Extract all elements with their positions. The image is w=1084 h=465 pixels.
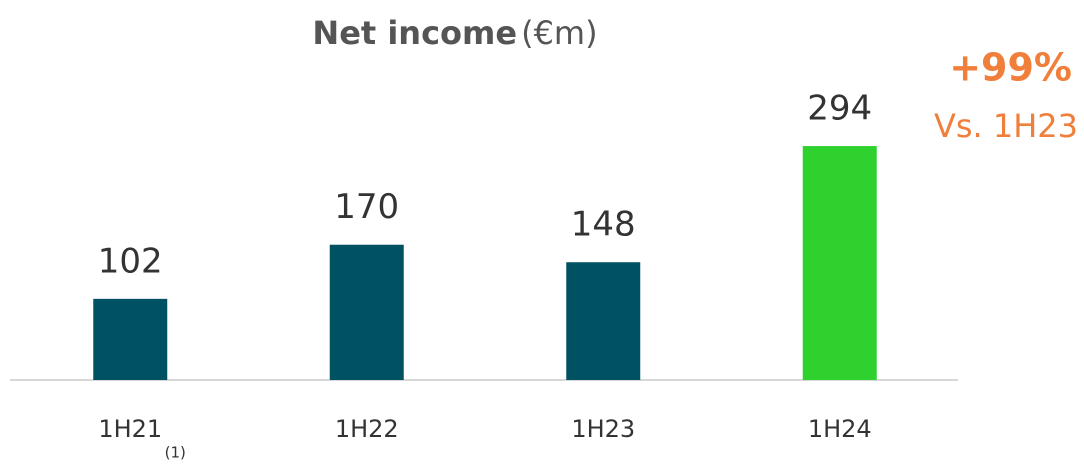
x-tick-label: 1H21 xyxy=(98,415,162,443)
chart-title: Net income (€m) xyxy=(312,14,597,52)
x-tick-label: 1H24 xyxy=(808,415,872,443)
category-note: (1) xyxy=(165,444,186,462)
value-label: 294 xyxy=(807,89,872,129)
title: Net income xyxy=(312,14,517,52)
x-tick-label: 1H22 xyxy=(335,415,399,443)
value-label: 102 xyxy=(98,241,163,281)
annotation-value: +99% xyxy=(949,46,1072,90)
bar xyxy=(566,262,641,380)
value-label: 170 xyxy=(334,187,399,227)
bar xyxy=(802,146,877,380)
x-tick-label: 1H23 xyxy=(571,415,635,443)
title-unit: (€m) xyxy=(521,14,598,52)
value-label: 148 xyxy=(571,205,636,245)
annotation-text: Vs. 1H23 xyxy=(934,107,1078,145)
bar xyxy=(329,244,404,380)
bar xyxy=(93,298,168,380)
